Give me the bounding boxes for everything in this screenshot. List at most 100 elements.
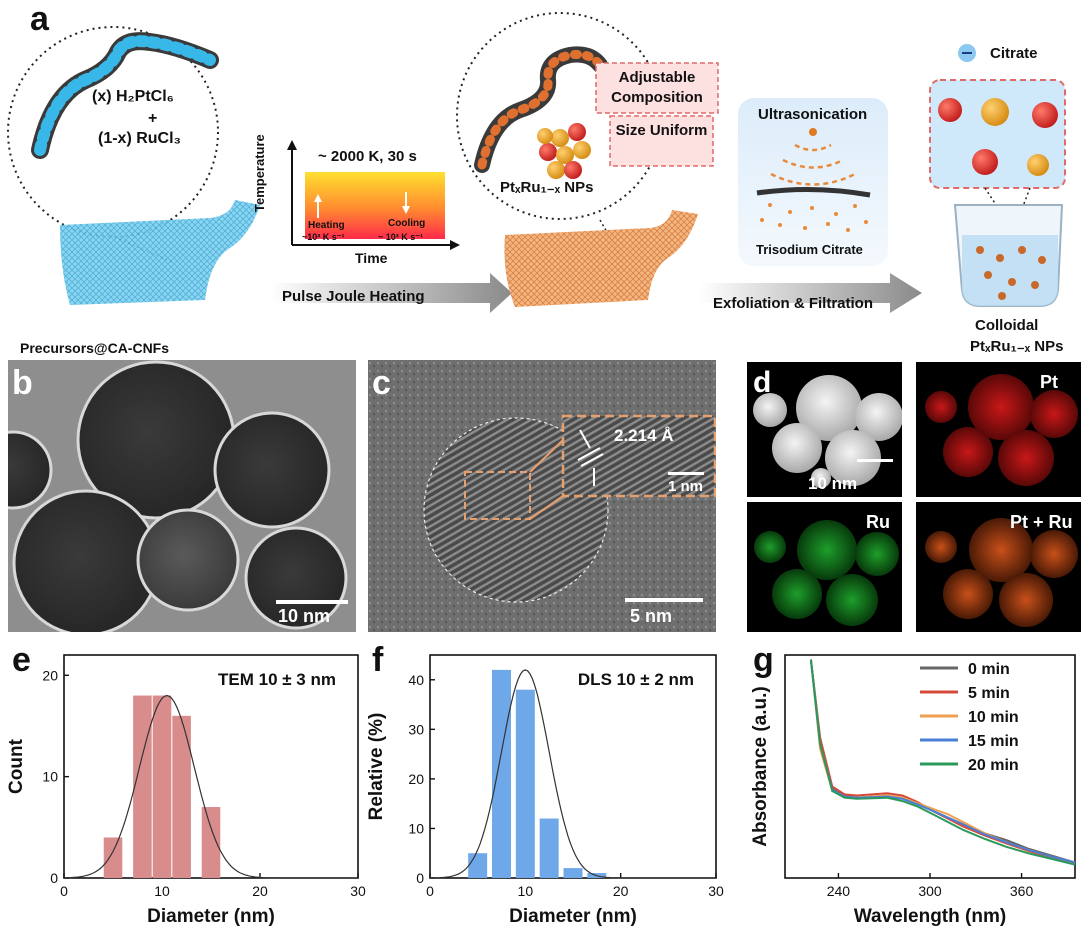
chart-g-frame xyxy=(784,654,1076,879)
panel-e-label: e xyxy=(12,641,31,679)
chart-e-xtick-label-1: 10 xyxy=(154,883,170,899)
chart-f-bar-4 xyxy=(563,868,583,878)
chart-g-xtick-label-1: 300 xyxy=(918,883,942,899)
chart-g-series-2 xyxy=(809,659,1076,864)
ultrasonication-box xyxy=(738,98,888,266)
chart-e-ytick-label-1: 10 xyxy=(42,769,58,785)
np-label: PtₓRu₁₋ₓ NPs xyxy=(500,179,594,196)
chart-g-xlabel: Wavelength (nm) xyxy=(854,906,1006,927)
precursor-plus-label: + xyxy=(148,110,158,127)
panel-c-label: c xyxy=(372,364,391,402)
chart-e-bar-3 xyxy=(172,715,191,878)
pt-map xyxy=(916,362,1081,497)
feature-composition: Adjustable Composition xyxy=(611,69,703,106)
chart-g-ylabel: Absorbance (a.u.) xyxy=(750,686,771,846)
chart-f-ytick-label-0: 0 xyxy=(416,870,424,886)
ultrasonication-label: Ultrasonication xyxy=(758,106,868,123)
cooling-rate: ~ 10³ K s⁻¹ xyxy=(378,232,424,242)
chart-g-xtick-label-2: 360 xyxy=(1010,883,1034,899)
chart-g-legend-label-4: 20 min xyxy=(968,757,1019,774)
chart-g-legend-label-3: 15 min xyxy=(968,733,1019,750)
exfoliation-arrow xyxy=(700,273,922,313)
chart-e-fit-curve xyxy=(64,694,358,879)
chart-g-series-3 xyxy=(809,659,1076,864)
panel-c-scale: 5 nm xyxy=(630,606,673,626)
heating-label: Heating xyxy=(308,220,345,231)
chart-g-legend-label-1: 5 min xyxy=(968,685,1010,702)
chart-g-series-0 xyxy=(809,659,1076,864)
chart-f-bar-1 xyxy=(492,669,511,878)
chart-g-legend-label-0: 0 min xyxy=(968,661,1010,678)
inset-scale: 1 nm xyxy=(668,478,704,495)
chart-g-series-1 xyxy=(809,659,1076,865)
chart-e-bar-1 xyxy=(133,695,152,878)
colloid-particles xyxy=(938,98,1058,176)
blue-mesh-substrate xyxy=(60,200,260,305)
chart-g-series-4 xyxy=(809,659,1076,866)
chart-f-bar-2 xyxy=(515,689,535,878)
panel-f-label: f xyxy=(372,641,384,679)
chart-f-bar-0 xyxy=(468,853,488,878)
colloid-label-1: Colloidal xyxy=(975,317,1039,334)
chart-e-ylabel: Count xyxy=(6,738,27,794)
overlay-map xyxy=(916,502,1081,632)
chart-f-ytick-label-4: 40 xyxy=(408,672,424,688)
size-box xyxy=(609,115,714,167)
chart-g-legend-label-2: 10 min xyxy=(968,709,1019,726)
trisodium-label: Trisodium Citrate xyxy=(756,242,863,257)
exfoliation-label: Exfoliation & Filtration xyxy=(713,295,873,312)
panel-b-label: b xyxy=(12,364,33,402)
citrate-legend-label: Citrate xyxy=(990,45,1038,62)
chart-e-bar-4 xyxy=(201,807,221,878)
cooling-label: Cooling xyxy=(388,218,426,229)
ru-map xyxy=(747,502,902,632)
chart-e-bar-2 xyxy=(152,695,172,878)
overlay-map-label: Pt + Ru xyxy=(1010,512,1073,532)
chart-f-bar-3 xyxy=(539,818,559,878)
heating-rate: ~10³ K s⁻¹ xyxy=(302,232,345,242)
pt-map-label: Pt xyxy=(1040,372,1058,392)
composition-box xyxy=(595,62,719,114)
precursor-pt-label: (x) H₂PtCl₆ xyxy=(92,88,174,105)
chart-f-xlabel: Diameter (nm) xyxy=(509,906,637,927)
ptru-cluster-icon xyxy=(537,123,591,179)
chart-e-annotation: TEM 10 ± 3 nm xyxy=(218,670,336,689)
chart-f-xtick-label-1: 10 xyxy=(518,883,534,899)
chart-e-ytick-label-2: 20 xyxy=(42,667,58,683)
pjh-arrow xyxy=(270,273,512,313)
chart-e-xtick-label-2: 20 xyxy=(252,883,268,899)
panel-g-label: g xyxy=(753,641,774,679)
chart-f-xtick-label-2: 20 xyxy=(613,883,629,899)
panel-d-label: d xyxy=(753,366,772,399)
panel-d-scale: 10 nm xyxy=(808,474,858,493)
chart-f-ytick-label-2: 20 xyxy=(408,771,424,787)
chart-e-xtick-label-0: 0 xyxy=(60,883,68,899)
hrtem-image-c xyxy=(368,360,716,632)
chart-e-xtick-label-3: 30 xyxy=(350,883,366,899)
chart-e-bar-0 xyxy=(103,837,123,878)
chart-f-xtick-label-3: 30 xyxy=(708,883,724,899)
pjh-condition: ~ 2000 K, 30 s xyxy=(318,148,417,165)
chart-f-ytick-label-3: 30 xyxy=(408,721,424,737)
chart-g-xtick-label-0: 240 xyxy=(827,883,851,899)
chart-f-xtick-label-0: 0 xyxy=(426,883,434,899)
chart-f-ylabel: Relative (%) xyxy=(366,713,387,821)
precursor-ru-label: (1-x) RuCl₃ xyxy=(98,130,181,147)
chart-f-annotation: DLS 10 ± 2 nm xyxy=(578,670,694,689)
haadf-image xyxy=(747,362,902,497)
precursor-zoom-circle xyxy=(7,26,219,238)
feature-size: Size Uniform xyxy=(615,122,708,139)
panel-a-label: a xyxy=(30,0,49,38)
substrate-label: Precursors@CA-CNFs xyxy=(20,340,170,356)
chart-e-ytick-label-0: 0 xyxy=(50,870,58,886)
orange-mesh-substrate xyxy=(504,210,698,307)
chart-f-ytick-label-1: 10 xyxy=(408,820,424,836)
chart-f-fit-curve xyxy=(430,669,716,879)
panel-b-scale: 10 nm xyxy=(278,606,331,626)
lattice-spacing: 2.214 Å xyxy=(614,426,674,445)
ru-map-label: Ru xyxy=(866,512,890,532)
tem-image-b xyxy=(8,360,356,632)
pjh-xlabel: Time xyxy=(355,250,388,266)
